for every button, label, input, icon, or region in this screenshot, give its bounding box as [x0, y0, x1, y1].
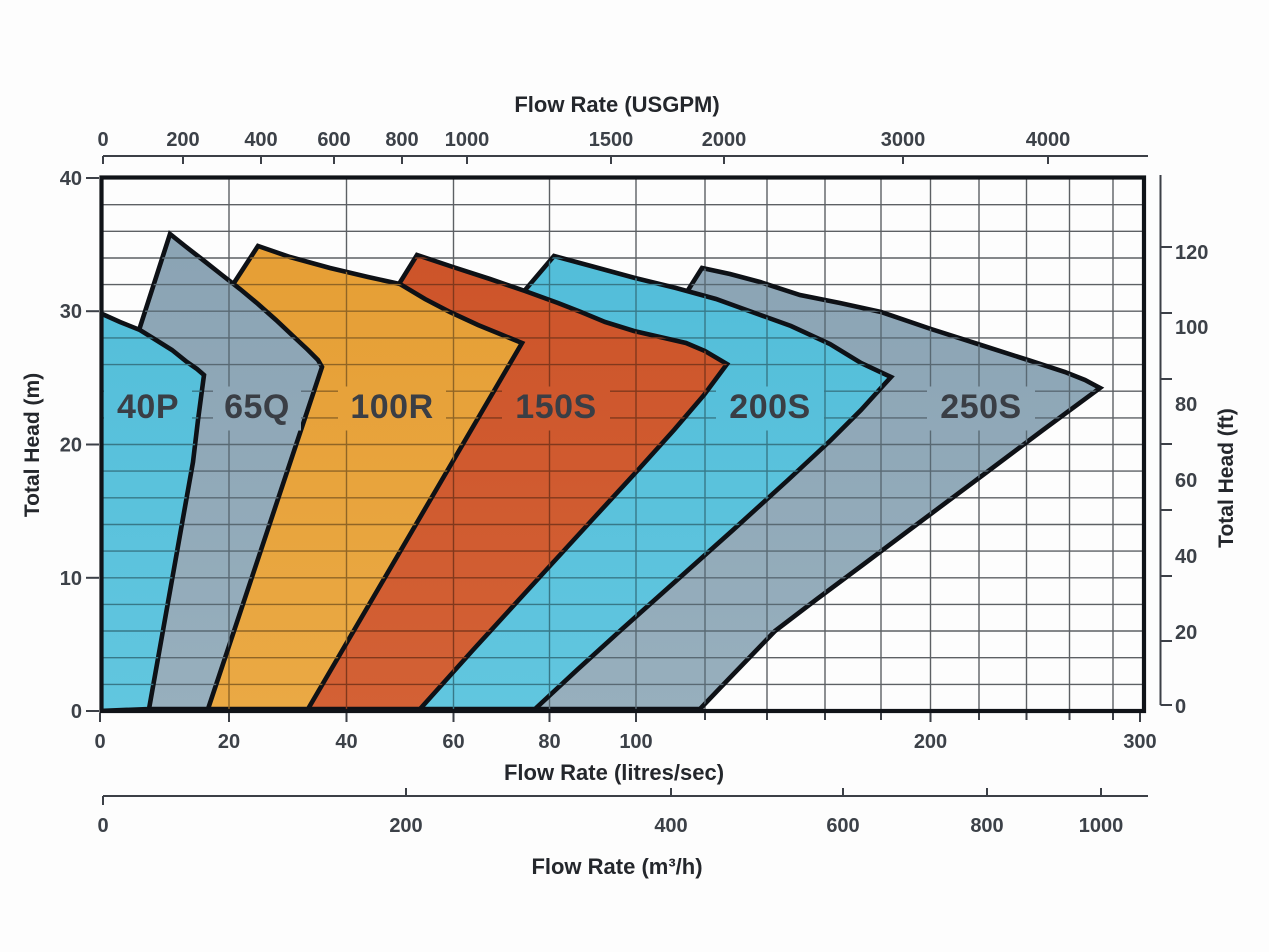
svg-text:3000: 3000 — [881, 129, 926, 151]
svg-text:40: 40 — [1175, 546, 1197, 568]
svg-text:40: 40 — [60, 168, 82, 190]
svg-text:60: 60 — [1175, 470, 1197, 492]
svg-text:100: 100 — [1175, 317, 1208, 339]
svg-text:120: 120 — [1175, 242, 1208, 264]
svg-text:20: 20 — [218, 731, 240, 753]
svg-text:100R: 100R — [350, 388, 433, 426]
svg-text:20: 20 — [60, 435, 82, 457]
svg-text:4000: 4000 — [1026, 129, 1071, 151]
svg-text:800: 800 — [385, 129, 418, 151]
svg-text:1000: 1000 — [1079, 815, 1124, 837]
svg-text:0: 0 — [97, 129, 108, 151]
svg-text:300: 300 — [1123, 731, 1156, 753]
svg-text:10: 10 — [60, 568, 82, 590]
svg-text:20: 20 — [1175, 622, 1197, 644]
svg-text:200: 200 — [914, 731, 947, 753]
svg-text:600: 600 — [826, 815, 859, 837]
svg-text:800: 800 — [970, 815, 1003, 837]
svg-text:400: 400 — [244, 129, 277, 151]
svg-text:80: 80 — [538, 731, 560, 753]
svg-text:40: 40 — [335, 731, 357, 753]
svg-text:40P: 40P — [117, 388, 179, 426]
svg-text:30: 30 — [60, 301, 82, 323]
svg-text:0: 0 — [97, 815, 108, 837]
svg-text:150S: 150S — [515, 388, 596, 426]
svg-text:1000: 1000 — [445, 129, 490, 151]
svg-text:600: 600 — [317, 129, 350, 151]
svg-text:Flow Rate (USGPM): Flow Rate (USGPM) — [514, 92, 719, 117]
svg-text:400: 400 — [654, 815, 687, 837]
svg-text:Flow Rate (litres/sec): Flow Rate (litres/sec) — [504, 760, 724, 785]
svg-text:Total Head (m): Total Head (m) — [21, 373, 44, 517]
svg-text:0: 0 — [71, 701, 82, 723]
svg-text:250S: 250S — [940, 388, 1021, 426]
svg-text:Total Head (ft): Total Head (ft) — [1215, 408, 1238, 548]
svg-text:2000: 2000 — [702, 129, 747, 151]
svg-text:Flow Rate (m³/h): Flow Rate (m³/h) — [531, 854, 702, 879]
svg-text:80: 80 — [1175, 394, 1197, 416]
svg-text:200: 200 — [166, 129, 199, 151]
svg-text:100: 100 — [619, 731, 652, 753]
svg-text:1500: 1500 — [589, 129, 634, 151]
svg-text:60: 60 — [442, 731, 464, 753]
svg-text:0: 0 — [1175, 696, 1186, 718]
svg-text:200S: 200S — [729, 388, 810, 426]
svg-text:65Q: 65Q — [224, 388, 290, 426]
svg-text:200: 200 — [389, 815, 422, 837]
svg-text:0: 0 — [94, 731, 105, 753]
